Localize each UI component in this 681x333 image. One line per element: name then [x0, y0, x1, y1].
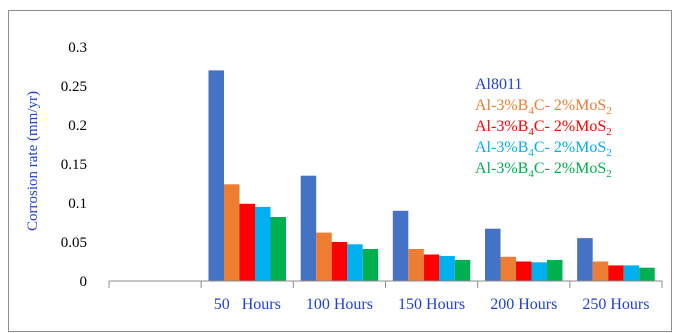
legend-text: Al-3%B [475, 118, 528, 135]
x-axis-ticks: 50 Hours 100 Hours 150 Hours 200 Hours 250 H… [108, 281, 663, 313]
bar [516, 261, 532, 281]
legend-subscript: 2 [606, 147, 612, 159]
bar [454, 259, 471, 281]
bar [347, 244, 363, 281]
legend-subscript: 2 [606, 105, 612, 117]
y-axis-ticks: 0 0.05 0.1 0.15 0.2 0.25 0.3 [61, 40, 87, 290]
x-tick-label: 250 Hours [582, 296, 649, 313]
y-tick-label: 0 [80, 274, 88, 290]
bar [500, 256, 516, 281]
legend-subscript: 4 [528, 168, 534, 180]
legend-entry: Al-3%B4C- 2%MoS2 [475, 97, 612, 117]
bar [439, 256, 455, 281]
bar [423, 254, 440, 281]
bar [392, 210, 409, 281]
bar [547, 259, 563, 281]
y-tick-label: 0.1 [68, 196, 87, 212]
legend-subscript: 4 [528, 147, 534, 159]
legend-subscript: 2 [606, 168, 612, 180]
legend-entry: Al-3%B4C- 2%MoS2 [475, 139, 612, 159]
bar [362, 249, 379, 281]
legend-text: Al-3%B [475, 97, 528, 114]
x-tick-label: 100 Hours [306, 296, 373, 313]
bar [255, 206, 271, 281]
legend-text: C- 2%MoS [534, 160, 606, 177]
y-tick-label: 0.2 [68, 118, 87, 134]
bar [408, 249, 424, 281]
bar [270, 217, 286, 281]
x-tick-label: 150 Hours [398, 296, 465, 313]
bar [531, 262, 547, 281]
bar [639, 267, 655, 281]
bars [208, 70, 655, 282]
legend-entry: Al-3%B4C- 2%MoS2 [475, 118, 612, 138]
bar [316, 232, 332, 281]
legend-text: C- 2%MoS [534, 118, 606, 135]
legend-entry: Al8011 [475, 76, 522, 93]
bar [485, 228, 501, 281]
bar [331, 242, 348, 281]
legend-entry: Al-3%B4C- 2%MoS2 [475, 160, 612, 180]
chart-frame: Corrosion rate (mm/yr) 0 0.05 0.1 0.15 0.2 0.… [8, 10, 672, 332]
y-tick-label: 0.25 [61, 79, 87, 95]
legend-subscript: 2 [606, 126, 612, 138]
legend-text: C- 2%MoS [534, 139, 606, 156]
y-tick-label: 0.15 [61, 157, 87, 173]
legend-subscript: 4 [528, 126, 534, 138]
x-tick-label: 200 Hours [490, 296, 557, 313]
x-tick-label: 50 Hours [214, 296, 281, 313]
bar [224, 184, 240, 281]
bar-chart: Corrosion rate (mm/yr) 0 0.05 0.1 0.15 0.2 0.… [25, 40, 663, 313]
bar [577, 238, 593, 281]
bar [623, 265, 640, 281]
bar [208, 70, 224, 282]
legend-text: C- 2%MoS [534, 97, 606, 114]
bar [592, 261, 609, 281]
legend-subscript: 4 [528, 105, 534, 117]
bar [300, 175, 317, 281]
y-tick-label: 0.05 [61, 235, 87, 251]
bar [239, 203, 255, 281]
y-axis-label: Corrosion rate (mm/yr) [25, 91, 41, 231]
bar [608, 265, 624, 281]
y-tick-label: 0.3 [68, 40, 87, 56]
legend-text: Al-3%B [475, 139, 528, 156]
legend-text: Al-3%B [475, 160, 528, 177]
